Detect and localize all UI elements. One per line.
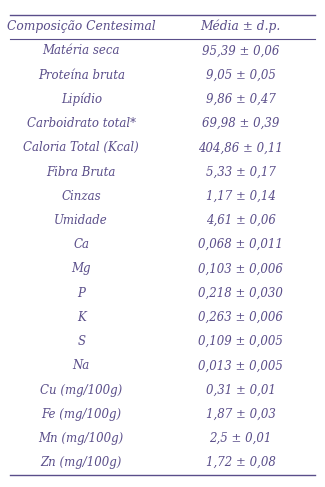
Text: Cinzas: Cinzas: [61, 190, 101, 203]
Text: 0,263 ± 0,006: 0,263 ± 0,006: [198, 311, 283, 324]
Text: 9,86 ± 0,47: 9,86 ± 0,47: [205, 93, 276, 106]
Text: 0,068 ± 0,011: 0,068 ± 0,011: [198, 238, 283, 251]
Text: 4,61 ± 0,06: 4,61 ± 0,06: [205, 214, 276, 227]
Text: Na: Na: [72, 359, 90, 373]
Text: Fibra Bruta: Fibra Bruta: [46, 166, 116, 179]
Text: 5,33 ± 0,17: 5,33 ± 0,17: [205, 166, 276, 179]
Text: Umidade: Umidade: [54, 214, 108, 227]
Text: 0,109 ± 0,005: 0,109 ± 0,005: [198, 335, 283, 348]
Text: 9,05 ± 0,05: 9,05 ± 0,05: [205, 69, 276, 82]
Text: 1,87 ± 0,03: 1,87 ± 0,03: [205, 408, 276, 421]
Text: Composição Centesimal: Composição Centesimal: [7, 20, 156, 33]
Text: Mg: Mg: [72, 262, 91, 276]
Text: Matéria seca: Matéria seca: [43, 44, 120, 57]
Text: 0,013 ± 0,005: 0,013 ± 0,005: [198, 359, 283, 373]
Text: K: K: [77, 311, 85, 324]
Text: Caloria Total (Kcal): Caloria Total (Kcal): [23, 141, 139, 154]
Text: 1,17 ± 0,14: 1,17 ± 0,14: [205, 190, 276, 203]
Text: 2,5 ± 0,01: 2,5 ± 0,01: [209, 432, 272, 445]
Text: 0,103 ± 0,006: 0,103 ± 0,006: [198, 262, 283, 276]
Text: Proteína bruta: Proteína bruta: [38, 69, 125, 82]
Text: Média ± d.p.: Média ± d.p.: [201, 20, 280, 34]
Text: Fe (mg/100g): Fe (mg/100g): [41, 408, 121, 421]
Text: 404,86 ± 0,11: 404,86 ± 0,11: [198, 141, 283, 154]
Text: P: P: [77, 287, 85, 300]
Text: 1,72 ± 0,08: 1,72 ± 0,08: [205, 456, 276, 469]
Text: Mn (mg/100g): Mn (mg/100g): [39, 432, 124, 445]
Text: Ca: Ca: [73, 238, 89, 251]
Text: 95,39 ± 0,06: 95,39 ± 0,06: [202, 44, 279, 57]
Text: S: S: [77, 335, 85, 348]
Text: Lipídio: Lipídio: [61, 93, 102, 106]
Text: 0,218 ± 0,030: 0,218 ± 0,030: [198, 287, 283, 300]
Text: Zn (mg/100g): Zn (mg/100g): [41, 456, 122, 469]
Text: Carboidrato total*: Carboidrato total*: [27, 117, 136, 130]
Text: Cu (mg/100g): Cu (mg/100g): [40, 384, 123, 396]
Text: 0,31 ± 0,01: 0,31 ± 0,01: [205, 384, 276, 396]
Text: 69,98 ± 0,39: 69,98 ± 0,39: [202, 117, 279, 130]
